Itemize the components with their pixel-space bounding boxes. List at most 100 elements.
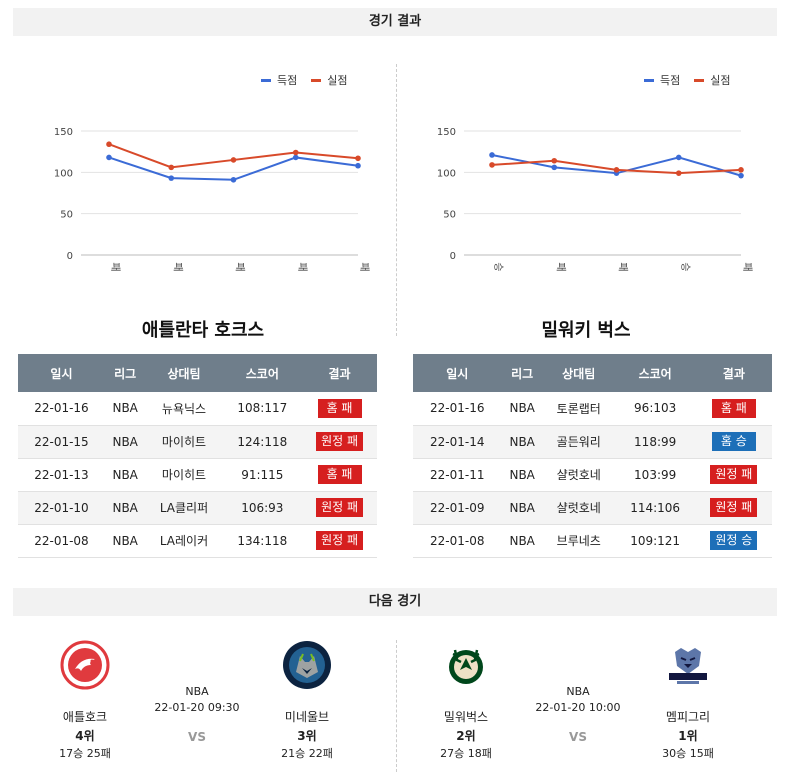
table-row: 22-01-14 NBA 골든워리 118:99 홈 승 [413, 425, 772, 459]
col-date: 일시 [18, 354, 105, 392]
result-badge: 홈 승 [711, 432, 756, 451]
cell-league: NBA [104, 392, 146, 426]
y-tick-label: 100 [437, 168, 456, 179]
cell-result: 원정 패 [695, 458, 772, 492]
legend-label-conceded: 실점 [327, 74, 348, 87]
x-tick-label: 패 [358, 262, 370, 271]
cell-league: NBA [501, 524, 543, 558]
hawks-logo-icon [60, 640, 110, 690]
col-score: 스코어 [222, 354, 303, 392]
cell-score: 118:99 [614, 425, 696, 459]
next-match-2: 밀워벅스 2위 27승 18패 NBA 22-01-20 10:00 VS 멤피… [396, 640, 766, 770]
cell-date: 22-01-14 [413, 425, 502, 459]
data-point [675, 154, 682, 161]
chart-hawks-plot: 0 50 100 150 패 패 패 패 패 [54, 127, 370, 272]
cell-result: 원정 패 [302, 491, 377, 525]
table-row: 22-01-16 NBA 뉴욕닉스 108:117 홈 패 [18, 392, 377, 426]
result-badge: 홈 패 [317, 398, 362, 418]
cell-league: NBA [104, 524, 146, 558]
x-tick-label: 패 [234, 262, 246, 271]
data-point [613, 167, 620, 173]
data-point [292, 149, 299, 156]
data-point [489, 152, 495, 158]
cell-result: 원정 승 [695, 524, 772, 558]
series-line-conceded [108, 143, 359, 169]
col-opponent: 상대팀 [145, 354, 223, 392]
table-row: 22-01-09 NBA 샬럿호네 114:106 원정 패 [413, 491, 772, 525]
next-match-home-team[interactable]: 밀워벅스 2위 27승 18패 [416, 640, 516, 761]
section-divider [396, 64, 397, 336]
data-point [106, 141, 112, 148]
next-match-away-team[interactable]: 미네울브 3위 21승 22패 [257, 640, 357, 761]
cell-score: 114:106 [614, 491, 696, 525]
data-point [355, 155, 361, 162]
legend-item-scored: 득점 [261, 72, 297, 88]
legend-item-scored: 득점 [644, 72, 680, 88]
section-divider [396, 640, 397, 772]
x-tick-label: 패 [554, 262, 566, 271]
cell-opponent: 마이히트 [145, 458, 223, 492]
table-row: 22-01-11 NBA 샬럿호네 103:99 원정 패 [413, 458, 772, 492]
chart-bucks-plot: 0 50 100 150 승 패 패 승 패 [437, 127, 753, 272]
result-badge: 원정 패 [316, 498, 363, 517]
next-match-home-team[interactable]: 애틀호크 4위 17승 25패 [35, 640, 135, 761]
x-tick-label: 패 [741, 262, 753, 271]
legend-item-conceded: 실점 [694, 72, 731, 88]
col-result: 결과 [302, 354, 377, 392]
match-league: NBA [185, 685, 209, 698]
result-badge: 원정 승 [710, 531, 758, 550]
table-header-row: 일시 리그 상대팀 스코어 결과 [18, 354, 377, 392]
table-row: 22-01-15 NBA 마이히트 124:118 원정 패 [18, 425, 377, 459]
x-tick-label: 패 [617, 262, 629, 271]
table-row: 22-01-13 NBA 마이히트 91:115 홈 패 [18, 458, 377, 492]
vs-label: VS [188, 730, 206, 744]
table-header-row: 일시 리그 상대팀 스코어 결과 [413, 354, 772, 392]
cell-opponent: 브루네츠 [542, 524, 615, 558]
cell-league: NBA [501, 392, 543, 426]
table-row: 22-01-08 NBA LA레이커 134:118 원정 패 [18, 524, 377, 558]
data-point [489, 162, 495, 168]
col-opponent: 상대팀 [542, 354, 615, 392]
match-info: NBA 22-01-20 09:30 [137, 684, 257, 716]
y-tick-label: 50 [60, 210, 73, 221]
cell-result: 원정 패 [302, 425, 377, 459]
cell-score: 134:118 [222, 524, 303, 558]
data-point [675, 170, 682, 176]
cell-score: 103:99 [614, 458, 696, 492]
cell-league: NBA [104, 458, 146, 492]
chart-legend: 득점 실점 [644, 72, 731, 88]
team-name: 미네울브 [284, 710, 330, 724]
cell-result: 홈 패 [695, 392, 772, 426]
cell-result: 원정 패 [695, 491, 772, 525]
data-point [738, 172, 744, 179]
team-rank: 1위 [678, 729, 698, 743]
legend-label-conceded: 실점 [710, 74, 731, 87]
cell-opponent: 골든워리 [542, 425, 615, 459]
legend-label-scored: 득점 [277, 74, 298, 87]
legend-label-scored: 득점 [660, 74, 681, 87]
cell-league: NBA [104, 425, 146, 459]
cell-date: 22-01-08 [413, 524, 502, 558]
team-rank: 4위 [75, 729, 95, 743]
results-table-bucks: 일시 리그 상대팀 스코어 결과 22-01-16 NBA 토론랩터 96:103 홈 … [413, 354, 772, 558]
cell-score: 91:115 [222, 458, 303, 492]
cell-result: 원정 패 [302, 524, 377, 558]
data-point [738, 167, 744, 173]
cell-opponent: LA클리퍼 [145, 491, 223, 525]
match-datetime: 22-01-20 09:30 [154, 701, 240, 714]
bucks-logo-icon [449, 649, 483, 684]
cell-score: 108:117 [222, 392, 303, 426]
cell-league: NBA [501, 458, 543, 492]
match-info: NBA 22-01-20 10:00 [518, 684, 638, 716]
results-section-header: 경기 결과 [13, 8, 777, 36]
cell-date: 22-01-10 [18, 491, 105, 525]
cell-result: 홈 승 [695, 425, 772, 459]
chart-legend: 득점 실점 [261, 72, 348, 88]
next-match-away-team[interactable]: 멤피그리 1위 30승 15패 [638, 640, 738, 761]
team-name: 밀워벅스 [443, 710, 489, 724]
cell-league: NBA [501, 425, 543, 459]
data-point [168, 164, 175, 171]
team-record: 30승 15패 [662, 747, 714, 760]
team-record: 17승 25패 [59, 747, 111, 760]
cell-opponent: 마이히트 [145, 425, 223, 459]
